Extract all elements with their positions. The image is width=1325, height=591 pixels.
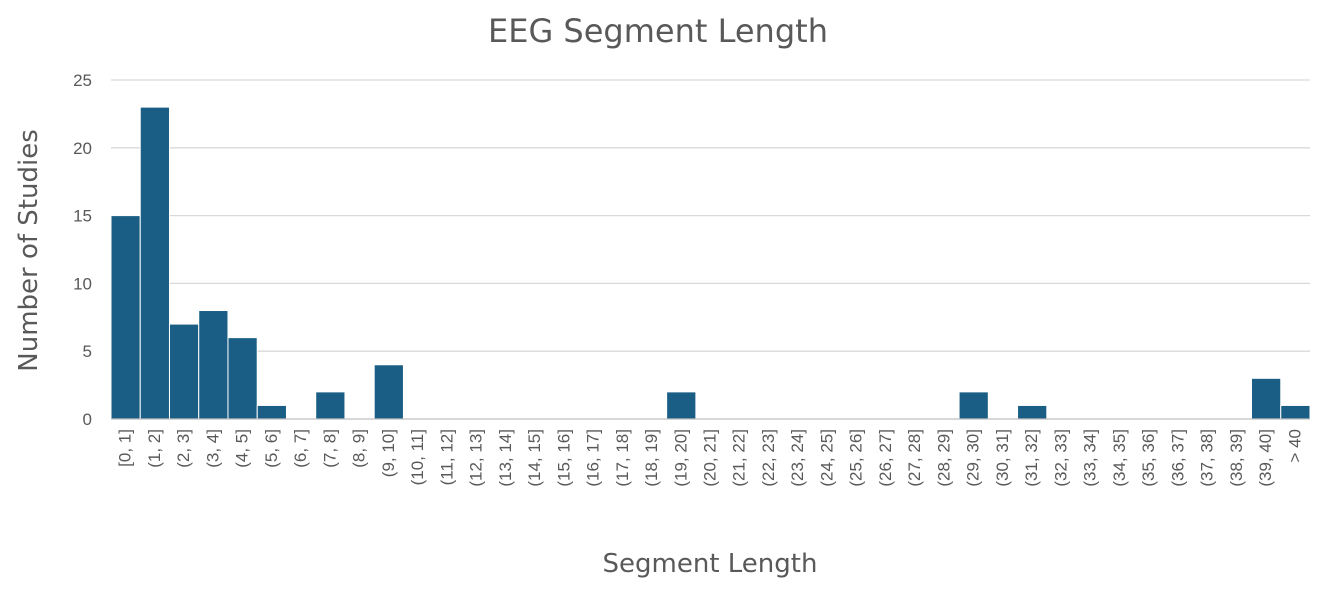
bar — [168, 323, 200, 420]
x-tick-label: (2, 3] — [174, 429, 193, 468]
y-axis-ticks: 0 5 10 15 20 25 — [73, 71, 92, 429]
x-tick-label: (31, 32] — [1022, 429, 1041, 487]
x-tick-label: (28, 29] — [934, 429, 953, 487]
x-tick-label: (35, 36] — [1139, 429, 1158, 487]
chart-title: EEG Segment Length — [488, 12, 828, 50]
x-axis-ticks: [0, 1] (1, 2] (2, 3] (3, 4] (4, 5] (5, 6] (6, … — [116, 429, 1305, 487]
x-tick-label: (5, 6] — [262, 429, 281, 468]
y-axis-title: Number of Studies — [14, 129, 44, 371]
bar — [256, 404, 287, 420]
x-tick-label: [0, 1] — [116, 429, 135, 467]
bar — [1251, 377, 1282, 420]
x-tick-label: (4, 5] — [233, 429, 252, 468]
x-tick-label: (23, 24] — [788, 429, 807, 487]
x-tick-label: (1, 2] — [145, 429, 164, 468]
x-tick-label: (14, 15] — [525, 429, 544, 487]
x-tick-label: (7, 8] — [320, 429, 339, 468]
x-tick-label: (26, 27] — [876, 429, 895, 487]
bars — [110, 106, 1311, 420]
x-tick-label: (39, 40] — [1256, 429, 1275, 487]
bar — [1280, 404, 1311, 420]
x-tick-label: (38, 39] — [1227, 429, 1246, 487]
x-tick-label: (25, 26] — [847, 429, 866, 487]
x-axis-title: Segment Length — [603, 549, 818, 579]
x-tick-label: (17, 18] — [613, 429, 632, 487]
bar — [958, 391, 989, 420]
x-tick-label: (10, 11] — [408, 429, 427, 485]
x-tick-label: (27, 28] — [905, 429, 924, 487]
x-tick-label: (6, 7] — [291, 429, 310, 468]
x-tick-label: (37, 38] — [1198, 429, 1217, 487]
bar — [198, 310, 229, 420]
x-tick-label: (32, 33] — [1051, 429, 1070, 487]
y-tick-label: 15 — [73, 207, 92, 226]
x-tick-label: (29, 30] — [964, 429, 983, 487]
bar — [139, 106, 170, 420]
bar — [315, 391, 346, 420]
x-tick-label: (34, 35] — [1110, 429, 1129, 487]
x-tick-label: (18, 19] — [642, 429, 661, 487]
y-tick-label: 25 — [73, 71, 92, 90]
x-tick-label: (16, 17] — [584, 429, 603, 487]
x-tick-label: (36, 37] — [1168, 429, 1187, 487]
bar — [666, 391, 697, 420]
x-tick-label: (13, 14] — [496, 429, 515, 487]
gridlines — [111, 79, 1310, 352]
x-tick-label: (22, 23] — [759, 429, 778, 487]
x-tick-label: (30, 31] — [993, 429, 1012, 487]
x-tick-label: (9, 10] — [379, 429, 398, 477]
x-tick-label: (33, 34] — [1081, 429, 1100, 487]
x-tick-label: (8, 9] — [350, 429, 369, 468]
x-tick-label: (15, 16] — [554, 429, 573, 487]
bar — [373, 364, 404, 420]
y-tick-label: 0 — [83, 410, 92, 429]
x-tick-label: (11, 12] — [437, 429, 456, 485]
bar — [110, 215, 141, 420]
x-tick-label: (21, 22] — [730, 429, 749, 487]
x-tick-label: > 40 — [1285, 429, 1304, 463]
x-tick-label: (24, 25] — [817, 429, 836, 487]
bar — [227, 337, 258, 420]
y-tick-label: 20 — [73, 139, 92, 158]
y-tick-label: 10 — [73, 274, 92, 293]
bar — [1017, 404, 1048, 420]
x-tick-label: (3, 4] — [203, 429, 222, 468]
y-tick-label: 5 — [83, 342, 92, 361]
x-tick-label: (20, 21] — [701, 429, 720, 487]
x-tick-label: (19, 20] — [671, 429, 690, 487]
x-tick-label: (12, 13] — [467, 429, 486, 487]
